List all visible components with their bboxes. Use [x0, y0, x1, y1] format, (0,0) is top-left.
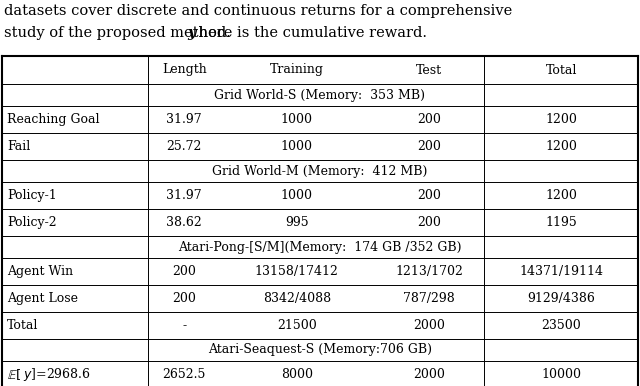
- Text: $\mathit{y}$]=2968.6: $\mathit{y}$]=2968.6: [23, 366, 91, 383]
- Text: Policy-1: Policy-1: [7, 189, 57, 202]
- Text: 38.62: 38.62: [166, 216, 202, 229]
- Text: 1000: 1000: [281, 113, 313, 126]
- Text: 200: 200: [172, 292, 196, 305]
- Text: 995: 995: [285, 216, 308, 229]
- Text: 787/298: 787/298: [403, 292, 455, 305]
- Text: 2000: 2000: [413, 368, 445, 381]
- Text: 200: 200: [417, 140, 441, 153]
- Text: Training: Training: [270, 64, 324, 76]
- Text: Agent Lose: Agent Lose: [7, 292, 78, 305]
- Text: 1200: 1200: [545, 113, 577, 126]
- Text: Test: Test: [416, 64, 442, 76]
- Text: Agent Win: Agent Win: [7, 265, 73, 278]
- Text: Total: Total: [7, 319, 38, 332]
- Text: 200: 200: [172, 265, 196, 278]
- Text: Total: Total: [545, 64, 577, 76]
- Text: 1000: 1000: [281, 140, 313, 153]
- Text: 23500: 23500: [541, 319, 581, 332]
- Text: Atari-Seaquest-S (Memory:706 GB): Atari-Seaquest-S (Memory:706 GB): [208, 344, 432, 357]
- Text: -: -: [182, 319, 186, 332]
- Text: Grid World-M (Memory:  412 MB): Grid World-M (Memory: 412 MB): [212, 164, 428, 178]
- Text: 21500: 21500: [277, 319, 317, 332]
- Text: y: y: [187, 26, 195, 40]
- Text: $\mathbb{E}$[: $\mathbb{E}$[: [7, 367, 21, 382]
- Text: Reaching Goal: Reaching Goal: [7, 113, 99, 126]
- Text: 1200: 1200: [545, 189, 577, 202]
- Text: Policy-2: Policy-2: [7, 216, 56, 229]
- Text: 200: 200: [417, 189, 441, 202]
- Text: study of the proposed method.: study of the proposed method.: [4, 26, 236, 40]
- Text: datasets cover discrete and continuous returns for a comprehensive: datasets cover discrete and continuous r…: [4, 4, 512, 18]
- Text: 1000: 1000: [281, 189, 313, 202]
- Text: 31.97: 31.97: [166, 113, 202, 126]
- Text: 9129/4386: 9129/4386: [527, 292, 595, 305]
- Text: 2000: 2000: [413, 319, 445, 332]
- Text: 1195: 1195: [545, 216, 577, 229]
- Text: 25.72: 25.72: [166, 140, 202, 153]
- Text: 200: 200: [417, 113, 441, 126]
- Text: 31.97: 31.97: [166, 189, 202, 202]
- Text: 1213/1702: 1213/1702: [395, 265, 463, 278]
- Text: 1200: 1200: [545, 140, 577, 153]
- Text: 8000: 8000: [281, 368, 313, 381]
- Text: 2652.5: 2652.5: [163, 368, 206, 381]
- Text: 13158/17412: 13158/17412: [255, 265, 339, 278]
- Text: Grid World-S (Memory:  353 MB): Grid World-S (Memory: 353 MB): [214, 88, 426, 102]
- Text: 8342/4088: 8342/4088: [262, 292, 331, 305]
- Text: 10000: 10000: [541, 368, 581, 381]
- Text: Atari-Pong-[S/M](Memory:  174 GB /352 GB): Atari-Pong-[S/M](Memory: 174 GB /352 GB): [179, 240, 461, 254]
- Text: 200: 200: [417, 216, 441, 229]
- Text: Fail: Fail: [7, 140, 30, 153]
- Text: here is the cumulative reward.: here is the cumulative reward.: [195, 26, 428, 40]
- Text: 14371/19114: 14371/19114: [519, 265, 603, 278]
- Text: Length: Length: [162, 64, 207, 76]
